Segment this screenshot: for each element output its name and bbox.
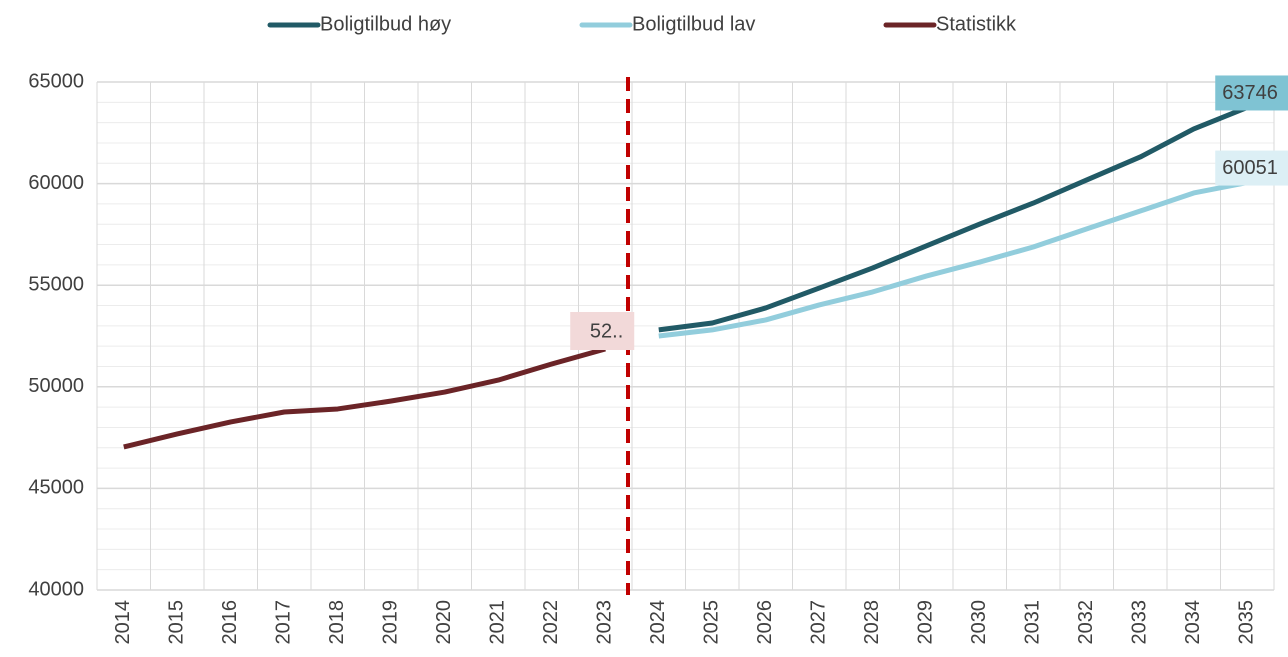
x-tick-label: 2020 <box>433 600 455 645</box>
x-tick-label: 2031 <box>1022 600 1044 645</box>
data-label-box <box>1215 150 1288 186</box>
x-tick-label: 2023 <box>594 600 616 645</box>
y-tick-label: 65000 <box>28 70 84 92</box>
data-label-box <box>570 312 635 351</box>
x-tick-label: 2017 <box>273 600 295 645</box>
y-tick-label: 60000 <box>28 172 84 194</box>
y-tick-label: 50000 <box>28 375 84 397</box>
data-label-box <box>1215 75 1288 111</box>
x-tick-label: 2034 <box>1182 600 1204 645</box>
x-tick-label: 2025 <box>701 600 723 645</box>
x-tick-label: 2030 <box>968 600 990 645</box>
series-line <box>123 346 606 450</box>
series-line <box>658 105 1249 333</box>
y-tick-label: 40000 <box>28 578 84 600</box>
x-tick-label: 2019 <box>380 600 402 645</box>
x-tick-label: 2032 <box>1075 600 1097 645</box>
legend-label: Boligtilbud lav <box>632 13 755 35</box>
data-label-text: 60051 <box>1222 157 1278 179</box>
data-label: 60051 <box>1215 150 1288 186</box>
x-tick-label: 2029 <box>915 600 937 645</box>
y-tick-label: 45000 <box>28 477 84 499</box>
series-line <box>658 180 1248 339</box>
data-label-text: 52.. <box>590 320 623 342</box>
x-tick-label: 2027 <box>808 600 830 645</box>
y-tick-label: 55000 <box>28 273 84 295</box>
data-label: 52.. <box>570 312 635 351</box>
x-tick-label: 2016 <box>219 600 241 645</box>
x-tick-label: 2022 <box>540 600 562 645</box>
data-label-text: 63746 <box>1222 82 1278 104</box>
legend-label: Statistikk <box>936 13 1017 35</box>
x-tick-label: 2028 <box>861 600 883 645</box>
x-tick-label: 2026 <box>754 600 776 645</box>
x-tick-label: 2021 <box>487 600 509 645</box>
data-label: 63746 <box>1215 75 1288 111</box>
x-tick-label: 2024 <box>647 600 669 645</box>
x-tick-label: 2015 <box>166 600 188 645</box>
x-tick-label: 2033 <box>1129 600 1151 645</box>
legend-label: Boligtilbud høy <box>320 13 451 35</box>
x-tick-label: 2018 <box>326 600 348 645</box>
x-tick-label: 2035 <box>1236 600 1258 645</box>
x-tick-label: 2014 <box>112 600 134 645</box>
